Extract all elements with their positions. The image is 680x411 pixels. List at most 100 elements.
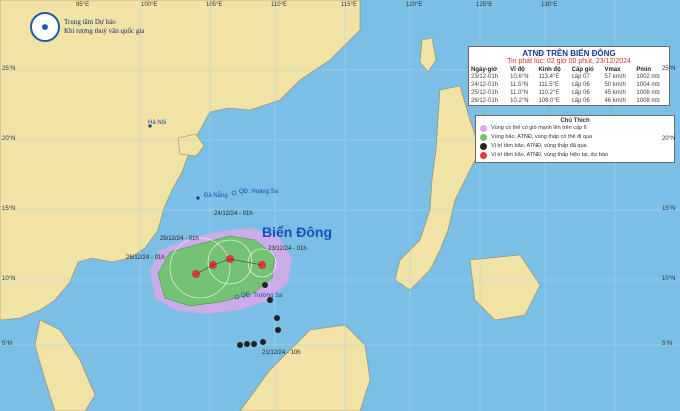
hanoi-label: Hà Nội <box>148 120 167 126</box>
lon-tick: 115°E <box>341 2 357 8</box>
lat-tick-left: 25°N <box>2 66 16 72</box>
cell: 10.2°N <box>510 98 529 104</box>
cell: 11.5°N <box>510 82 529 88</box>
nchmf-logo-icon: ✺ <box>30 12 60 42</box>
col-header: Vĩ độ <box>510 67 525 73</box>
legend-label: Vị trí tâm bão, ATNĐ, vùng thấp hiện tại… <box>491 152 609 158</box>
table-row: 25/12-01h 11.0°N 110.2°E cấp 06 45 km/h … <box>469 89 669 97</box>
past-position <box>251 341 257 347</box>
malay-peninsula <box>34 319 96 411</box>
cell: 1004 mb <box>636 82 660 88</box>
cell: 45 km/h <box>604 90 626 96</box>
current-storm-icon <box>480 152 487 159</box>
cell: 1002 mb <box>636 74 660 80</box>
past-position <box>262 282 268 288</box>
lon-tick: 110°E <box>271 2 287 8</box>
cell: 24/12-01h <box>471 82 499 88</box>
col-header: Kinh độ <box>538 67 561 73</box>
track-label-25: 25/12/24 - 01h <box>160 236 199 242</box>
cell: 10.6°N <box>510 74 529 80</box>
lat-tick-right: 25°N <box>662 66 676 72</box>
cell: cấp 06 <box>571 98 590 104</box>
legend-label: Vị trí tâm bão, ATNĐ, vùng thấp đã qua <box>491 143 587 149</box>
org-line1: Trung tâm Dự báo <box>64 18 116 26</box>
track-circle-2 <box>207 239 253 285</box>
cell: 1006 mb <box>636 90 660 96</box>
track-circle-1 <box>247 248 277 278</box>
table-row: 23/12-01h 10.6°N 113.4°E cấp 07 57 km/h … <box>469 73 669 81</box>
past-storm-icon <box>480 143 487 150</box>
cell: 26/12-01h <box>471 98 499 104</box>
lat-tick-right: 5°N <box>662 341 673 347</box>
org-name: Trung tâm Dự báo Khí tượng thuỷ văn quốc… <box>64 18 144 36</box>
cell: 108.0°E <box>538 98 560 104</box>
cell: 11.0°N <box>510 90 529 96</box>
cell: cấp 06 <box>571 90 590 96</box>
mindanao-land <box>469 254 541 321</box>
lon-tick: 125°E <box>476 2 493 8</box>
panel-subtitle: Tin phát lúc: 02 giờ 00 phút, 23/12/2024 <box>507 58 631 65</box>
col-header: Pmin <box>636 67 652 73</box>
past-position <box>237 342 243 348</box>
legend-title: Chú Thích <box>560 118 590 124</box>
past-position <box>244 341 250 347</box>
cell: 50 km/h <box>604 82 626 88</box>
lat-tick-right: 10°N <box>662 276 676 282</box>
borneo-land <box>239 324 371 411</box>
col-header: Cấp gió <box>571 67 594 73</box>
hainan-island <box>177 133 205 157</box>
truongsa-dot <box>234 294 240 300</box>
track-circle-3 <box>169 237 231 299</box>
lat-tick-left: 10°N <box>2 276 16 282</box>
col-header: Vmax <box>604 67 621 73</box>
lat-tick-left: 15°N <box>2 206 16 212</box>
mainland-land <box>0 0 361 321</box>
past-position <box>275 327 281 333</box>
cell: 25/12-01h <box>471 90 499 96</box>
danang-label: Đà Nẵng <box>204 193 228 199</box>
cell: 111.5°E <box>538 82 559 88</box>
lon-tick: 105°E <box>206 2 223 8</box>
track-cone <box>157 235 276 307</box>
lat-tick-right: 15°N <box>662 206 676 212</box>
track-label-23: 23/12/24 - 01h <box>268 246 307 252</box>
header-logo: ✺ Trung tâm Dự báo Khí tượng thuỷ văn qu… <box>30 12 144 42</box>
col-header: Ngày-giờ <box>471 67 498 73</box>
forecast-panel: ATNĐ TRÊN BIỂN ĐÔNG Tin phát lúc: 02 giờ… <box>468 46 670 106</box>
truongsa-label: QĐ. Trường Sa <box>241 293 283 299</box>
past-track <box>237 282 281 348</box>
legend-item: Vị trí tâm bão, ATNĐ, vùng thấp hiện tại… <box>480 151 670 160</box>
green-zone-swatch-icon <box>480 134 487 141</box>
panel-title: ATNĐ TRÊN BIỂN ĐÔNG <box>522 49 616 58</box>
legend: Chú Thích Vùng có thể có gió mạnh lên tr… <box>475 115 675 163</box>
legend-label: Vùng bão, ATNĐ, vùng thấp có thể đi qua <box>491 134 593 140</box>
lon-tick: 95°E <box>76 2 90 8</box>
cell: 23/12-01h <box>471 74 499 80</box>
org-line2: Khí tượng thuỷ văn quốc gia <box>64 27 145 35</box>
forecast-table: Ngày-giờ Vĩ độ Kinh độ Cấp gió Vmax Pmin… <box>469 67 669 105</box>
lat-tick-left: 5°N <box>2 341 13 347</box>
taiwan-island <box>419 37 437 73</box>
lon-tick: 120°E <box>406 2 423 8</box>
lon-tick: 100°E <box>141 2 158 8</box>
bien-dong-label: Biển Đông <box>262 224 332 240</box>
cell: 57 km/h <box>604 74 626 80</box>
legend-item: Vùng bão, ATNĐ, vùng thấp có thể đi qua <box>480 133 670 142</box>
hoangsa-dot <box>231 190 237 196</box>
lat-tick-left: 20°N <box>2 136 16 142</box>
lon-tick: 130°E <box>541 2 558 8</box>
cell: cấp 06 <box>571 82 590 88</box>
past-position <box>274 315 280 321</box>
legend-item: Vị trí tâm bão, ATNĐ, vùng thấp đã qua <box>480 142 670 151</box>
cell: 46 km/h <box>604 98 626 104</box>
lat-tick-right: 20°N <box>662 136 676 142</box>
cell: 1008 mb <box>636 98 660 104</box>
table-row: 24/12-01h 11.5°N 111.5°E cấp 06 50 km/h … <box>469 81 669 89</box>
track-label-21: 21/12/24 - 10h <box>262 350 301 356</box>
table-row: 26/12-01h 10.2°N 108.0°E cấp 06 46 km/h … <box>469 97 669 105</box>
past-position <box>260 339 266 345</box>
track-label-24: 24/12/24 - 01h <box>214 211 253 217</box>
legend-item: Vùng có thể có gió mạnh lên trên cấp 6 <box>480 124 670 133</box>
track-label-26: 26/12/24 - 01h <box>126 255 165 261</box>
purple-zone-swatch-icon <box>480 125 487 132</box>
